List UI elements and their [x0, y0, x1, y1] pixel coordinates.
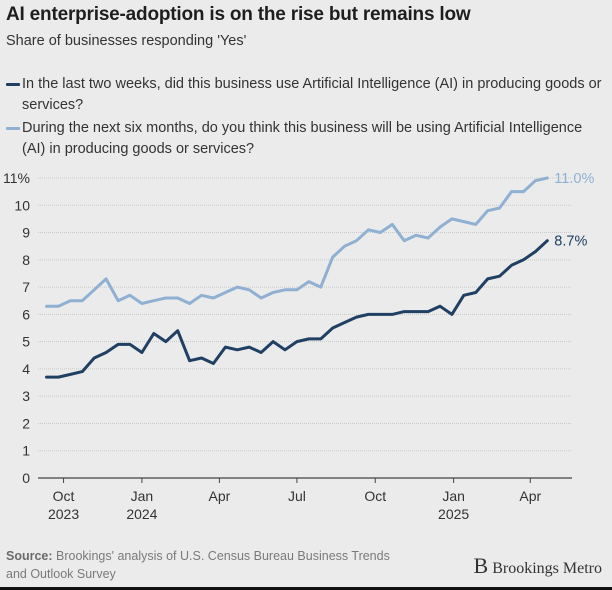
y-tick-label: 4 [22, 361, 30, 377]
line-chart: 0 1 2 3 4 5 6 7 8 9 10 11% Oct 2023 Jan 2024 Apr Jul Oct J… [3, 170, 594, 522]
end-value-label: 11.0% [554, 171, 594, 187]
legend-label: In the last two weeks, did this business… [22, 76, 602, 113]
y-tick-label: 7 [22, 279, 30, 295]
y-tick-label: 10 [14, 197, 30, 213]
series-line [45, 176, 549, 308]
legend-item-will-use-ai: During the next six months, do you think… [6, 118, 606, 160]
chart-title: AI enterprise-adoption is on the rise bu… [6, 4, 471, 25]
y-tick-label: 0 [22, 470, 30, 486]
series-line [45, 239, 549, 379]
y-tick-label: 6 [22, 306, 30, 322]
source-label: Source: [6, 549, 53, 563]
y-tick-label: 8 [22, 252, 30, 268]
brookings-logo: B Brookings Metro [474, 553, 602, 579]
x-tick-label: Apr [519, 488, 541, 504]
y-tick-label: 5 [22, 334, 30, 350]
x-tick-sublabel: 2025 [438, 506, 469, 522]
y-axis-ticks: 0 1 2 3 4 5 6 7 8 9 10 11% [3, 170, 30, 486]
legend-swatch-light [6, 127, 20, 130]
y-tick-label: 2 [22, 415, 30, 431]
gridlines [38, 177, 572, 452]
source-note: Source: Brookings' analysis of U.S. Cens… [6, 547, 406, 583]
bottom-rule [0, 587, 612, 590]
logo-mark: B [473, 553, 489, 578]
legend-label: During the next six months, do you think… [22, 120, 583, 157]
x-tick-label: Oct [364, 488, 386, 504]
x-tick-label: Oct [53, 488, 75, 504]
y-tick-label: 1 [22, 443, 30, 459]
x-tick-label: Apr [209, 488, 231, 504]
legend: In the last two weeks, did this business… [6, 74, 606, 162]
x-tick-label: Jan [131, 488, 154, 504]
x-tick-label: Jul [288, 488, 306, 504]
logo-text: Brookings Metro [492, 560, 602, 577]
y-tick-label: 9 [22, 225, 30, 241]
end-labels: 11.0% 8.7% [554, 171, 594, 250]
x-tick-sublabel: 2023 [48, 506, 79, 522]
end-value-label: 8.7% [554, 234, 587, 250]
legend-item-used-ai: In the last two weeks, did this business… [6, 74, 606, 116]
x-axis: Oct 2023 Jan 2024 Apr Jul Oct Jan 2025 Apr [38, 477, 572, 522]
source-text: Brookings' analysis of U.S. Census Burea… [6, 549, 390, 581]
y-tick-label: 11% [3, 170, 30, 186]
x-tick-label: Jan [442, 488, 465, 504]
legend-swatch-dark [6, 83, 20, 86]
y-tick-label: 3 [22, 388, 30, 404]
x-tick-sublabel: 2024 [126, 506, 157, 522]
series-lines [45, 176, 549, 379]
chart-subtitle: Share of businesses responding 'Yes' [6, 33, 247, 49]
